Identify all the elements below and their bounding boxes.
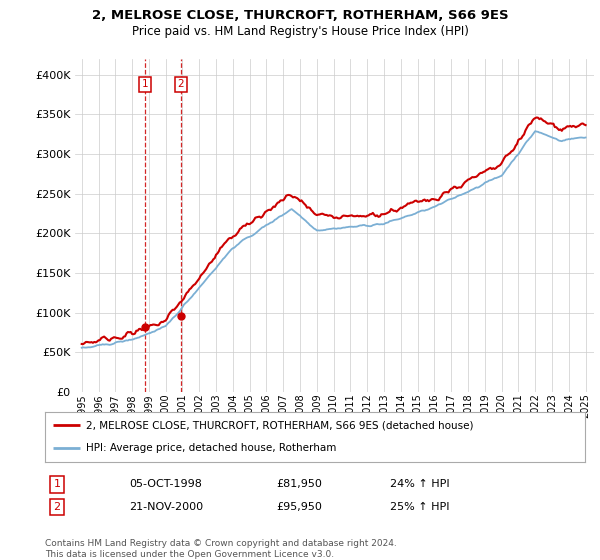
Text: 2: 2	[53, 502, 61, 512]
Text: Contains HM Land Registry data © Crown copyright and database right 2024.
This d: Contains HM Land Registry data © Crown c…	[45, 539, 397, 559]
Text: HPI: Average price, detached house, Rotherham: HPI: Average price, detached house, Roth…	[86, 444, 336, 454]
Text: 2, MELROSE CLOSE, THURCROFT, ROTHERHAM, S66 9ES (detached house): 2, MELROSE CLOSE, THURCROFT, ROTHERHAM, …	[86, 420, 473, 430]
Text: 05-OCT-1998: 05-OCT-1998	[129, 479, 202, 489]
Text: Price paid vs. HM Land Registry's House Price Index (HPI): Price paid vs. HM Land Registry's House …	[131, 25, 469, 38]
Text: 25% ↑ HPI: 25% ↑ HPI	[390, 502, 449, 512]
Text: £95,950: £95,950	[276, 502, 322, 512]
Text: 1: 1	[142, 79, 148, 89]
Text: 1: 1	[53, 479, 61, 489]
Text: 2: 2	[178, 79, 184, 89]
Text: 24% ↑ HPI: 24% ↑ HPI	[390, 479, 449, 489]
Text: £81,950: £81,950	[276, 479, 322, 489]
Text: 2, MELROSE CLOSE, THURCROFT, ROTHERHAM, S66 9ES: 2, MELROSE CLOSE, THURCROFT, ROTHERHAM, …	[92, 9, 508, 22]
Text: 21-NOV-2000: 21-NOV-2000	[129, 502, 203, 512]
